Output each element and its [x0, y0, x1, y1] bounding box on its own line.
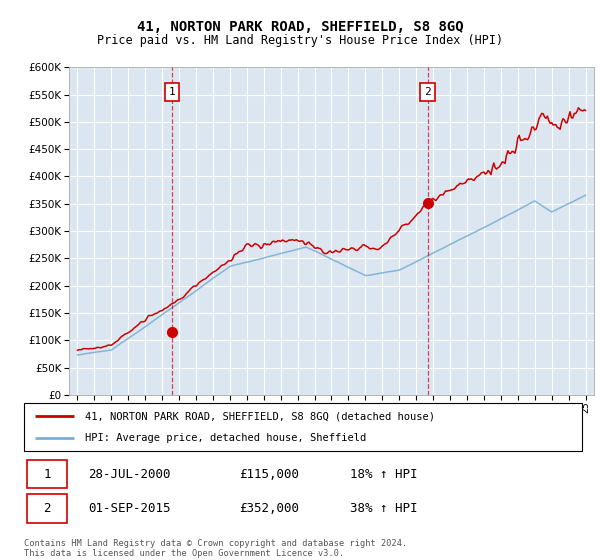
Text: 41, NORTON PARK ROAD, SHEFFIELD, S8 8GQ (detached house): 41, NORTON PARK ROAD, SHEFFIELD, S8 8GQ … — [85, 411, 436, 421]
Text: Contains HM Land Registry data © Crown copyright and database right 2024.
This d: Contains HM Land Registry data © Crown c… — [24, 539, 407, 558]
Text: £115,000: £115,000 — [239, 468, 299, 480]
Text: 41, NORTON PARK ROAD, SHEFFIELD, S8 8GQ: 41, NORTON PARK ROAD, SHEFFIELD, S8 8GQ — [137, 20, 463, 34]
Bar — [27, 460, 67, 488]
Text: 1: 1 — [43, 468, 50, 480]
Text: £352,000: £352,000 — [239, 502, 299, 515]
Text: Price paid vs. HM Land Registry's House Price Index (HPI): Price paid vs. HM Land Registry's House … — [97, 34, 503, 46]
Text: 18% ↑ HPI: 18% ↑ HPI — [350, 468, 418, 480]
Text: HPI: Average price, detached house, Sheffield: HPI: Average price, detached house, Shef… — [85, 433, 367, 443]
Text: 01-SEP-2015: 01-SEP-2015 — [88, 502, 170, 515]
Text: 1: 1 — [169, 87, 175, 97]
Text: 2: 2 — [43, 502, 50, 515]
Text: 2: 2 — [424, 87, 431, 97]
Text: 38% ↑ HPI: 38% ↑ HPI — [350, 502, 418, 515]
Bar — [27, 494, 67, 523]
Text: 28-JUL-2000: 28-JUL-2000 — [88, 468, 170, 480]
